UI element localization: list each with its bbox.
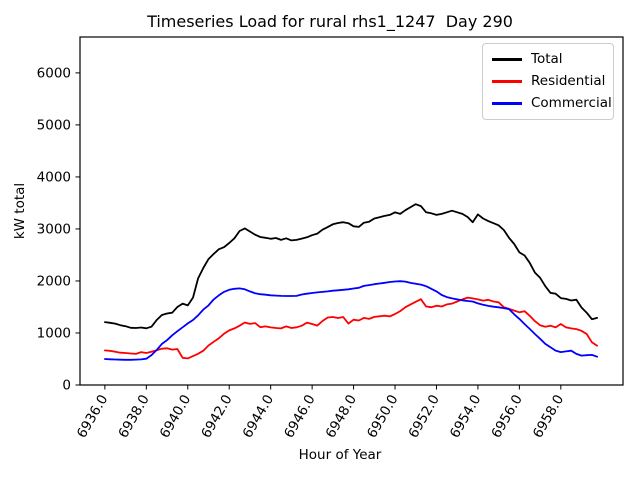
x-tick-label: 6940.0 — [157, 392, 194, 441]
x-tick-label: 6954.0 — [447, 392, 484, 441]
total-line — [104, 203, 598, 330]
x-tick-label: 6950.0 — [364, 392, 401, 441]
x-tick-label: 6942.0 — [198, 392, 235, 441]
x-tick-label: 6956.0 — [488, 392, 525, 441]
legend-item-residential: Residential — [492, 73, 606, 90]
y-tick-label: 3000 — [37, 221, 71, 237]
y-tick-label: 1000 — [37, 325, 71, 341]
x-tick-label: 6952.0 — [405, 392, 442, 441]
total-line-swatch — [492, 58, 522, 61]
legend-label-total: Total — [531, 51, 563, 67]
y-tick-label: 2000 — [37, 273, 71, 289]
legend-label-residential: Residential — [531, 73, 606, 89]
x-tick-label: 6946.0 — [281, 392, 318, 441]
commercial-line — [104, 280, 598, 361]
x-tick-label: 6936.0 — [74, 392, 111, 441]
x-tick-label: 6958.0 — [530, 392, 567, 441]
residential-line — [104, 296, 598, 360]
y-tick-label: 4000 — [37, 169, 71, 185]
x-tick-label: 6938.0 — [115, 392, 152, 441]
x-tick-label: 6944.0 — [240, 392, 277, 441]
x-axis-label: Hour of Year — [298, 447, 382, 463]
plot-frame — [79, 36, 624, 386]
x-tick-label: 6948.0 — [323, 392, 360, 441]
legend: Total Residential Commercial — [482, 43, 614, 120]
legend-item-commercial: Commercial — [492, 95, 612, 112]
y-tick-label: 5000 — [37, 117, 71, 133]
residential-line-swatch — [492, 80, 522, 83]
commercial-line-swatch — [492, 102, 522, 105]
y-axis-label: kW total — [12, 182, 28, 240]
y-tick-label: 6000 — [37, 65, 71, 81]
y-tick-label: 0 — [62, 378, 71, 394]
legend-item-total: Total — [492, 51, 604, 68]
legend-label-commercial: Commercial — [531, 95, 612, 111]
chart-title: Timeseries Load for rural rhs1_1247 Day … — [147, 12, 513, 31]
